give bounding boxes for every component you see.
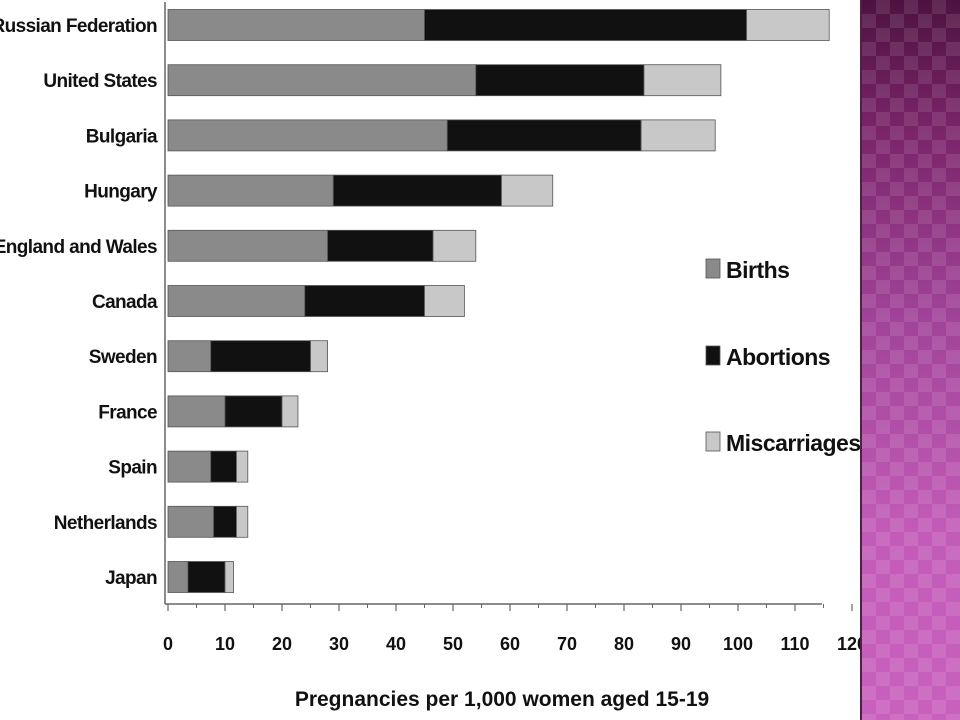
- bar-bulgaria-abortions: [446, 119, 642, 152]
- x-axis: [164, 2, 822, 605]
- bar-england-and-wales-births: [167, 229, 329, 262]
- x-tick-label: 50: [443, 634, 463, 654]
- category-label-hungary: Hungary: [84, 182, 158, 203]
- bar-russian-federation-abortions: [424, 9, 747, 41]
- bar-hungary-miscarriages: [501, 174, 554, 207]
- bar-netherlands-abortions: [213, 505, 237, 538]
- bar-france-abortions: [224, 395, 283, 428]
- bar-spain-abortions: [210, 450, 237, 483]
- bar-canada-miscarriages: [424, 285, 465, 317]
- legend: Births Abortions Miscarriages: [705, 257, 861, 456]
- category-label-united-states: United States: [43, 71, 157, 92]
- bar-bulgaria-miscarriages: [640, 119, 716, 152]
- bar-united-states-miscarriages: [643, 64, 722, 97]
- x-axis-title: Pregnancies per 1,000 women aged 15-19: [295, 688, 709, 711]
- bar-france-miscarriages: [281, 395, 299, 428]
- category-label-canada: Canada: [92, 292, 158, 313]
- bar-netherlands-miscarriages: [235, 505, 249, 538]
- legend-label-miscarriages: Miscarriages: [726, 430, 861, 456]
- bar-sweden-abortions: [210, 340, 311, 373]
- x-ticks: 0 10 20 30 40 50 60 70 80 90 100 110 120: [163, 604, 867, 654]
- x-tick-label: 120: [837, 634, 867, 654]
- x-tick-label: 100: [723, 634, 753, 654]
- bar-france-births: [167, 395, 226, 428]
- x-tick-label: 40: [386, 634, 406, 654]
- bar-hungary-births: [167, 174, 334, 207]
- x-tick-label: 80: [614, 634, 634, 654]
- x-tick-label: 10: [215, 634, 235, 654]
- x-tick-label: 110: [780, 634, 809, 654]
- category-label-france: France: [98, 402, 157, 423]
- decorative-side-panel: [860, 0, 960, 720]
- category-label-netherlands: Netherlands: [54, 513, 157, 534]
- category-label-russian-federation: Russian Federation: [0, 16, 157, 37]
- legend-label-births: Births: [726, 257, 789, 283]
- x-tick-label: 20: [272, 634, 292, 654]
- bar-russian-federation-miscarriages: [746, 9, 830, 41]
- category-label-spain: Spain: [108, 458, 157, 479]
- x-tick-label: 70: [557, 634, 577, 654]
- bar-united-states-births: [167, 64, 477, 97]
- bar-sweden-births: [167, 340, 212, 373]
- bar-spain-births: [167, 450, 212, 483]
- bars: [167, 9, 830, 593]
- legend-swatch-births: [705, 258, 721, 279]
- x-tick-label: 30: [329, 634, 349, 654]
- category-label-sweden: Sweden: [89, 347, 157, 368]
- legend-swatch-abortions: [705, 345, 721, 366]
- x-tick-label: 0: [163, 634, 173, 654]
- bar-hungary-abortions: [332, 174, 502, 207]
- bar-canada-abortions: [304, 285, 425, 317]
- bar-netherlands-births: [167, 505, 214, 538]
- x-tick-label: 90: [671, 634, 691, 654]
- legend-label-abortions: Abortions: [726, 344, 830, 370]
- category-labels: Russian Federation United States Bulgaria H…: [0, 16, 159, 589]
- bar-japan-abortions: [187, 561, 226, 593]
- bar-sweden-miscarriages: [310, 340, 329, 373]
- bar-england-and-wales-abortions: [327, 229, 434, 262]
- bar-bulgaria-births: [167, 119, 448, 152]
- bar-spain-miscarriages: [235, 450, 249, 483]
- category-label-bulgaria: Bulgaria: [86, 126, 158, 147]
- bar-japan-miscarriages: [224, 561, 234, 593]
- bar-england-and-wales-miscarriages: [432, 229, 477, 262]
- category-label-england-and-wales: England and Wales: [0, 237, 157, 258]
- bar-japan-births: [167, 561, 189, 593]
- x-tick-label: 60: [500, 634, 520, 654]
- category-label-japan: Japan: [105, 568, 157, 589]
- bar-russian-federation-births: [167, 9, 425, 41]
- legend-swatch-miscarriages: [705, 431, 721, 452]
- bar-united-states-abortions: [475, 64, 645, 97]
- bar-canada-births: [167, 285, 306, 317]
